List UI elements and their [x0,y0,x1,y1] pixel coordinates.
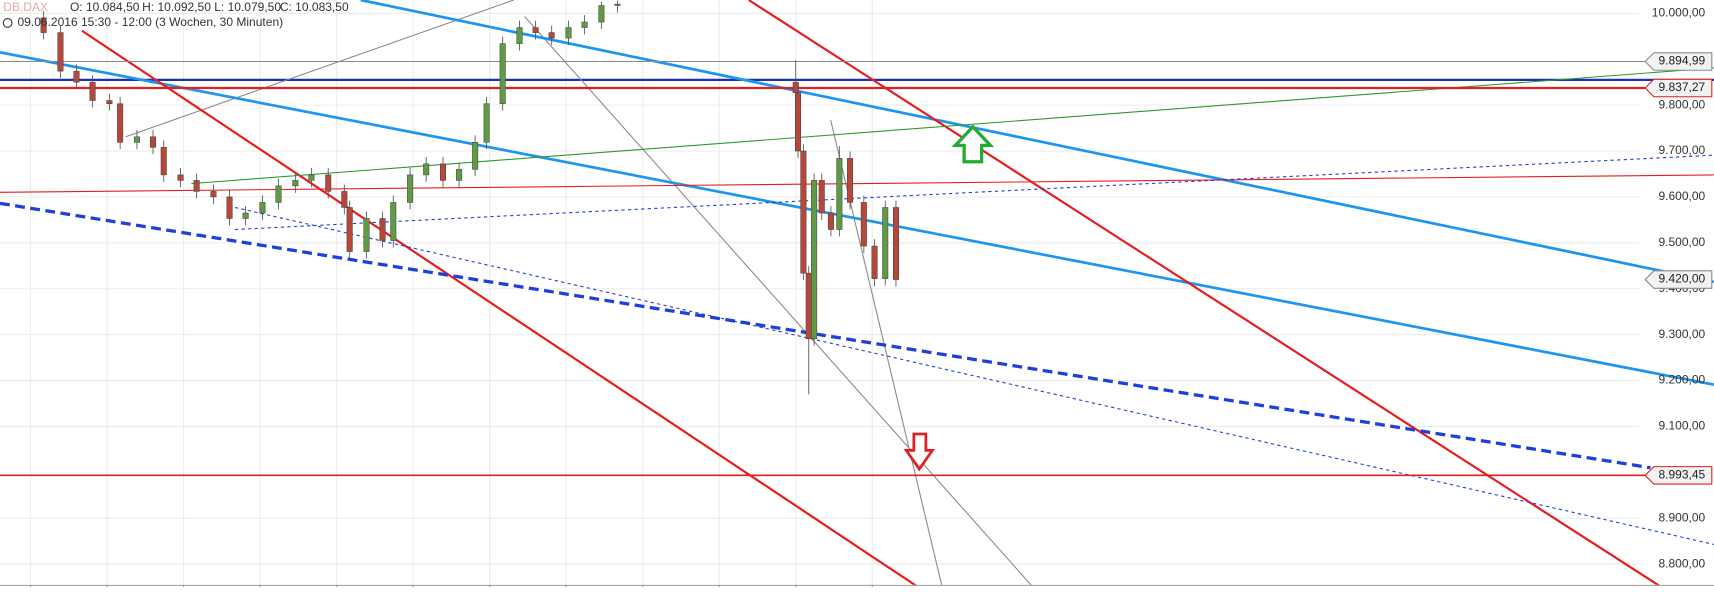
candle-body [106,100,113,105]
candle-body [565,27,572,39]
level-box [1644,466,1713,485]
y-tick-label: 9.100,00 [1658,419,1705,433]
trend-line [0,201,1651,470]
candle-body [210,191,217,198]
ohlc-high: H: 10.092,50 [142,0,211,14]
candle-body [57,32,64,72]
trend-line [125,0,514,138]
candle-body [847,158,854,203]
trend-line [234,154,1714,231]
y-tick-label: 8.800,00 [1658,556,1705,570]
level-box [1644,78,1713,98]
candle-body [827,212,834,230]
candle-body [818,180,825,214]
trend-line [748,0,1660,585]
ohlc-open: O: 10.084,50 [70,0,140,14]
y-tick-label: 9.700,00 [1658,143,1705,157]
y-tick-label: 9.300,00 [1658,327,1705,341]
candle-body [133,136,140,143]
y-tick-label: 9.800,00 [1658,97,1705,111]
candle-body [882,207,889,279]
trend-line [360,0,1714,284]
y-tick-label: 9.200,00 [1658,373,1705,387]
candle-body [150,136,157,148]
candle-body [341,191,348,208]
candle-body [483,103,490,143]
candle-body [325,174,332,192]
level-box [1644,52,1713,71]
level-label: 9.420,00 [1658,272,1705,286]
level-label: 9.837,27 [1658,80,1705,94]
level-label: 9.894,99 [1658,54,1705,68]
level-box [1644,270,1713,289]
candle-body [423,163,430,176]
candle-body [860,202,867,247]
candle-body [193,180,200,192]
candle-body [836,158,843,230]
candle-body [226,196,233,219]
trend-line [81,29,917,585]
clock-icon [2,18,13,28]
candle-body [532,27,539,33]
candle-body [117,103,124,143]
candle-body [472,142,479,170]
trend-line [0,174,1714,193]
trend-line [0,50,1714,387]
candle-body [516,27,523,44]
candle-body [456,169,463,181]
y-tick-label: 8.900,00 [1658,510,1705,524]
candle-body [89,81,96,101]
candle-body [73,70,80,83]
level-label: 8.993,45 [1658,468,1705,482]
candle-body [499,43,506,105]
candle-body [292,180,299,187]
candle-body [242,212,249,219]
candle-body [40,17,47,33]
candle-body [871,245,878,279]
candle-body [805,272,812,340]
trend-line [524,16,1032,585]
period: 09.06.2016 15:30 - 12:00 (3 Wochen, 30 M… [17,15,283,29]
candle-body [581,21,588,28]
y-tick-label: 9.600,00 [1658,189,1705,203]
up-arrow [951,124,995,164]
candle-body [346,207,353,252]
candle-body [548,32,555,39]
candle-body [811,180,818,340]
candle-body [379,218,386,241]
candle-body [407,174,414,203]
candle-body [598,5,605,23]
candle-body [160,147,167,176]
candle-body [800,150,807,274]
symbol: DB.DAX [3,0,48,14]
candle-body [440,163,447,181]
candle-body [177,174,184,181]
y-tick-label: 10.000,00 [1652,5,1706,19]
candle-body [259,202,266,214]
candle-body [275,185,282,203]
y-tick-label: 9.500,00 [1658,235,1705,249]
candle-body [795,92,802,152]
candle-body [614,3,621,6]
candle-body [308,174,315,181]
ohlc-low: L: 10.079,50 [214,0,281,14]
down-arrow [903,432,936,472]
candle-body [390,202,397,241]
candle-body [892,207,899,280]
ohlc-close: C: 10.083,50 [280,0,349,14]
candle-body [363,218,370,252]
